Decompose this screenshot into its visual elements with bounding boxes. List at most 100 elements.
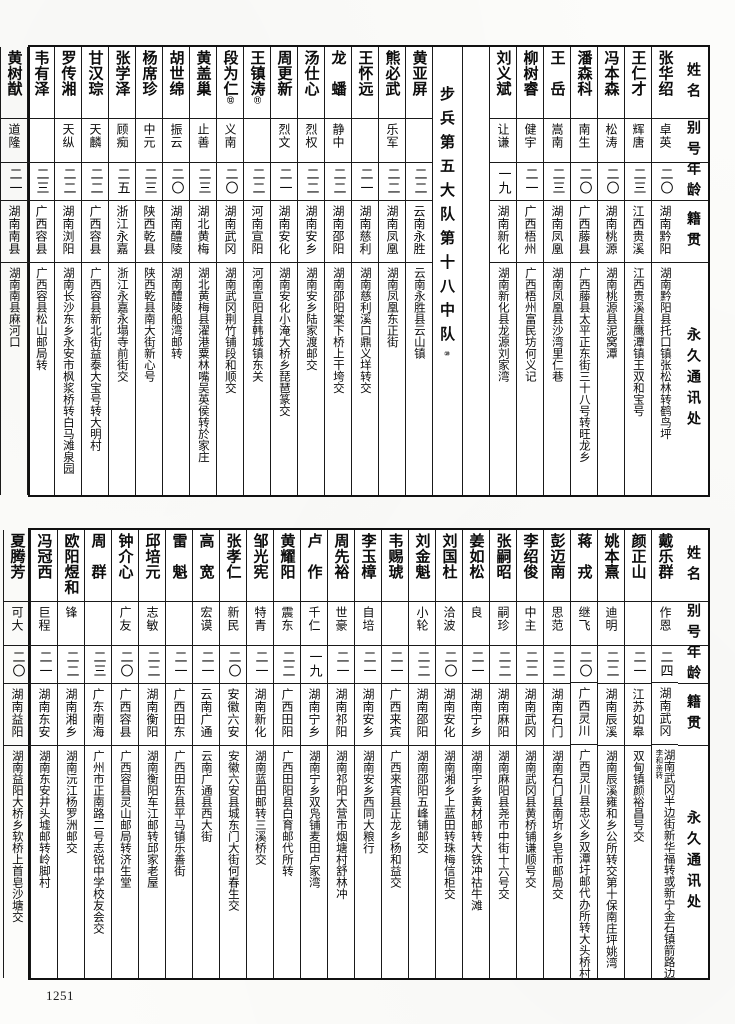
roster-entry-column[interactable]: 刘金魁 小轮 二二 湖南邵阳 湖南邵阳五峰铺邮交 — [408, 530, 435, 978]
roster-entry-column[interactable]: 黄耀阳 震东 二二 广西田阳 广西田阳县白育邮代所转 — [273, 530, 300, 978]
roster-entry-column[interactable]: 张孝仁 新民 二〇 安徽六安 安徽六安县城东门大街何春生交 — [219, 530, 246, 978]
entry-age-text: 二〇 — [576, 649, 592, 678]
roster-entry-column[interactable]: 罗传湘 天纵 二二 湖南浏阳 湖南长沙东乡永安市枫浆桥转白马滩泉园 — [54, 47, 81, 495]
entry-name-cell: 李玉樟 — [355, 530, 381, 602]
roster-entry-column[interactable]: 甘汉琮 天麟 二二 广西容县 广西容县新北街益泰大宝号转大明村 — [81, 47, 108, 495]
row-header-label: 年龄 — [685, 163, 701, 201]
entry-name-cell: 甘汉琮 — [82, 47, 108, 119]
roster-entry-column[interactable]: 冯本森 松涛 二〇 湖南桃源 湖南桃源县泥窝潭 — [597, 47, 624, 495]
entry-native-cell: 云南永胜 — [406, 201, 432, 263]
entry-native-cell: 湖南安化 — [271, 201, 297, 263]
entry-address-text: 江西贵溪县鹰潭镇王双和宝号 — [631, 267, 646, 417]
entry-address-cell: 广西容县新北街益泰大宝号转大明村 — [82, 263, 108, 495]
roster-entry-column[interactable]: 熊必武 乐军 二二 湖南凤凰 湖南凤凰东正街 — [378, 47, 405, 495]
roster-entry-column[interactable]: 胡世绵 振云 二〇 湖南醴陵 湖南醴陵船湾邮转 — [162, 47, 189, 495]
entry-name-cell: 王 岳 — [544, 47, 570, 119]
row-header-label: 别号 — [685, 120, 701, 162]
entry-name-cell: 王仁才 — [625, 47, 651, 119]
entry-alias-text: 嗣珍 — [496, 606, 510, 632]
roster-entry-column[interactable]: 颜正山 二一 江苏如皋 双甸镇颜裕昌号交 — [624, 530, 651, 978]
roster-entry-column[interactable]: 张学泽 顾痴 二五 浙江永嘉 浙江永嘉永塌寺前街交 — [108, 47, 135, 495]
roster-entry-column[interactable]: 戴乐群 作恩 二四 湖南武冈 湖南武冈半边街新华福转或新宁金石镇箭路边 李和亲转 — [651, 530, 678, 978]
roster-entry-column[interactable]: 韦赐琥 二一 广西来宾 广西来宾县正龙乡杨和益交 — [381, 530, 408, 978]
roster-entry-column[interactable]: 欧阳煜和锋二二 湖南湘乡 湖南沅江杨罗洲邮交 — [57, 530, 84, 978]
roster-entry-column[interactable]: 柳树睿 健宇 二一 广西梧州 广西梧州富民坊何义记 — [516, 47, 543, 495]
roster-entry-column[interactable]: 张嗣昭 嗣珍 二二 湖南麻阳 湖南麻阳县尧市中街十六号交 — [489, 530, 516, 978]
entry-age-cell: 二二 — [325, 163, 351, 201]
entry-age-cell: 二〇 — [112, 646, 138, 684]
roster-entry-column[interactable]: 潘森科 南生 二〇 广西藤县 广西藤县太平正东街三十八号转旺龙乡 — [570, 47, 597, 495]
entry-address-sidenote: 李和亲转 — [654, 749, 664, 780]
entry-name-cell: 雷 魁 — [166, 530, 192, 602]
roster-entry-column[interactable]: 李玉樟 自培 二一 湖南安乡 湖南安乡西同大粮行 — [354, 530, 381, 978]
roster-entry-column[interactable]: 蒋 戎继飞 二〇 广西灵川 广西灵川县忠义乡双潭圩邮代办所转大头桥村 — [570, 530, 597, 978]
roster-entry-column[interactable]: 彭迈南 思范 二二 湖南石门 湖南石门县南圻乡皂市邮局交 — [543, 530, 570, 978]
entry-native-cell: 广西田阳 — [274, 684, 300, 746]
entry-age-cell: 二二 — [82, 163, 108, 201]
entry-name-cell: 张学泽 — [109, 47, 135, 119]
entry-age-cell: 二〇 — [220, 646, 246, 684]
roster-entry-column[interactable]: 夏腾芳 可大 二〇 湖南益阳 湖南益阳大桥乡软桥上首皂沙塘交 — [3, 530, 30, 978]
roster-entry-column[interactable]: 张华绍 卓英 二〇 湖南黔阳 湖南黔阳县托口镇张松林转鹤鸟坪 — [651, 47, 678, 495]
entry-native-text: 湖南凤凰 — [550, 205, 564, 255]
roster-entry-column[interactable]: 杨席珍 中元 二三 陕西乾县 陕西乾县南大街新心号 — [135, 47, 162, 495]
roster-entry-column[interactable]: 汤仕心 烈权 二二 湖南安乡 湖南安乡陆家渡邮交 — [297, 47, 324, 495]
entry-name-cell: 彭迈南 — [544, 530, 570, 602]
roster-entry-column[interactable]: 龙 蟠静中 二二 湖南邵阳 湖南邵阳棠下桥上干垮交 — [324, 47, 351, 495]
entry-name-cell: 卢 作 — [301, 530, 327, 602]
entry-native-cell: 湖南凤凰 — [544, 201, 570, 263]
entry-native-text: 湖南宁乡 — [307, 688, 321, 738]
entry-address-text: 湖南长沙东乡永安市枫浆桥转白马滩泉园 — [61, 267, 76, 474]
entry-name-text: 周更新 — [275, 50, 294, 97]
roster-entry-column[interactable]: 黄盖巢 止善 二三 湖北黄梅 湖北黄梅县濯港粟林嘴吴英侯转於家庄 — [189, 47, 216, 495]
entry-age-cell: 二〇 — [571, 646, 597, 684]
entry-name-cell: 张华绍 — [652, 47, 678, 119]
entry-address-text: 浙江永嘉永塌寺前街交 — [115, 267, 130, 382]
roster-entry-column[interactable]: 黄树猷 道隆 二一 湖南南县 湖南南县麻河口 — [0, 47, 27, 495]
roster-entry-column[interactable]: 刘义斌 让谦 一九 湖南新化 湖南新化县龙源刘家湾 — [489, 47, 516, 495]
roster-entry-column[interactable]: 王镇涛⑪ 二二 河南宣阳 河南宣阳县韩城镇东关 — [243, 47, 270, 495]
roster-entry-column[interactable]: 钟介心 广友 二〇 广西容县 广西容县灵山邮局转济生堂 — [111, 530, 138, 978]
entry-age-cell: 二二 — [544, 646, 570, 684]
entry-native-cell: 广西藤县 — [571, 201, 597, 263]
entry-name-cell: 熊必武 — [379, 47, 405, 119]
entry-address-text: 广西田阳县白育邮代所转 — [280, 750, 295, 877]
roster-entry-column[interactable]: 冯冠西 巨程 二一 湖南东安 湖南东安井头墟邮转岭脚村 — [30, 530, 57, 978]
entry-age-cell: 二二 — [139, 646, 165, 684]
entry-alias-cell: 天纵 — [55, 119, 81, 163]
entry-alias-cell: 辉唐 — [625, 119, 651, 163]
roster-entry-column[interactable]: 黄亚屏 二二 云南永胜 云南永胜县云山镇 — [405, 47, 432, 495]
roster-entry-column[interactable]: 刘国杜 洽波 二〇 湖南安化 湖南湘乡上蓝田转珠梅信柜交 — [435, 530, 462, 978]
entry-alias-text: 道隆 — [7, 123, 21, 149]
roster-entry-column[interactable]: 高 宽宏谟 二一 云南广通 云南广通县西大街 — [192, 530, 219, 978]
entry-alias-text: 嵩南 — [550, 123, 564, 149]
roster-entry-column[interactable]: 王怀远 二一 湖南慈利 湖南慈利溪口鼎义垟转交 — [351, 47, 378, 495]
entry-address-text: 湖南宁乡双凫铺麦田卢家湾 — [307, 750, 322, 888]
roster-entry-column[interactable]: 周更新 烈文 二一 湖南安化 湖南安化小淹大桥乡琵琶篆交 — [270, 47, 297, 495]
entry-alias-text: 顾痴 — [115, 123, 129, 149]
roster-entry-column[interactable]: 周 群二三 广东南海 广州市正南路二号志锐中学校友会交 — [84, 530, 111, 978]
roster-entry-column[interactable]: 李绍俊 中主 二二 湖南武冈 湖南武冈县黄桥铺谦顺号交 — [516, 530, 543, 978]
roster-entry-column[interactable]: 姚本熹 迪明 二二 湖南辰溪 湖南辰溪雍和乡公所转交第十保南庄坪姚湾 — [597, 530, 624, 978]
entry-age-text: 二二 — [495, 650, 511, 678]
entry-age-cell: 二一 — [382, 646, 408, 684]
roster-entry-column[interactable]: 姜如松良二一 湖南宁乡 湖南宁乡黄材邮转大铁冲祜牛滩 — [462, 530, 489, 978]
entry-age-text: 二一 — [333, 650, 349, 678]
roster-entry-column[interactable]: 雷 魁二一 广西田东 广西田东县平马镇乐善街 — [165, 530, 192, 978]
roster-entry-column[interactable]: 邹光宪 特青 二一 湖南新化 湖南蓝田邮转三溪桥交 — [246, 530, 273, 978]
entry-alias-text: 让谦 — [496, 123, 510, 149]
roster-entry-column[interactable]: 韦有泽 二三 广西容县 广西容县松山邮局转 — [27, 47, 54, 495]
entry-name-text: 杨席珍 — [140, 50, 159, 97]
roster-entry-column[interactable]: 邱培元 志敏 二二 湖南衡阳 湖南衡阳车江邮转邱家老屋 — [138, 530, 165, 978]
roster-entry-column[interactable]: 段为仁⑫ 义南 二〇 湖南武冈 湖南武冈荆竹铺段和顺交 — [216, 47, 243, 495]
roster-entry-column[interactable]: 王仁才 辉唐 二三 江西贵溪 江西贵溪县鹰潭镇王双和宝号 — [624, 47, 651, 495]
roster-entry-column[interactable]: 王 岳嵩南 二三 湖南凤凰 湖南凤凰县沙湾里仁巷 — [543, 47, 570, 495]
entry-name-cell: 黄盖巢 — [190, 47, 216, 119]
entry-native-cell: 湖南桃源 — [598, 201, 624, 263]
roster-entry-column[interactable]: 周先裕 世豪 二一 湖南祁阳 湖南祁阳大营市烟塘村舒林冲 — [327, 530, 354, 978]
entry-native-text: 广西梧州 — [523, 205, 537, 255]
entry-name-cell: 周 群 — [85, 530, 111, 602]
roster-entry-column[interactable]: 卢 作千仁 一九 湖南宁乡 湖南宁乡双凫铺麦田卢家湾 — [300, 530, 327, 978]
entry-age-cell: 二二 — [406, 163, 432, 201]
entry-native-text: 广西容县 — [34, 205, 48, 255]
